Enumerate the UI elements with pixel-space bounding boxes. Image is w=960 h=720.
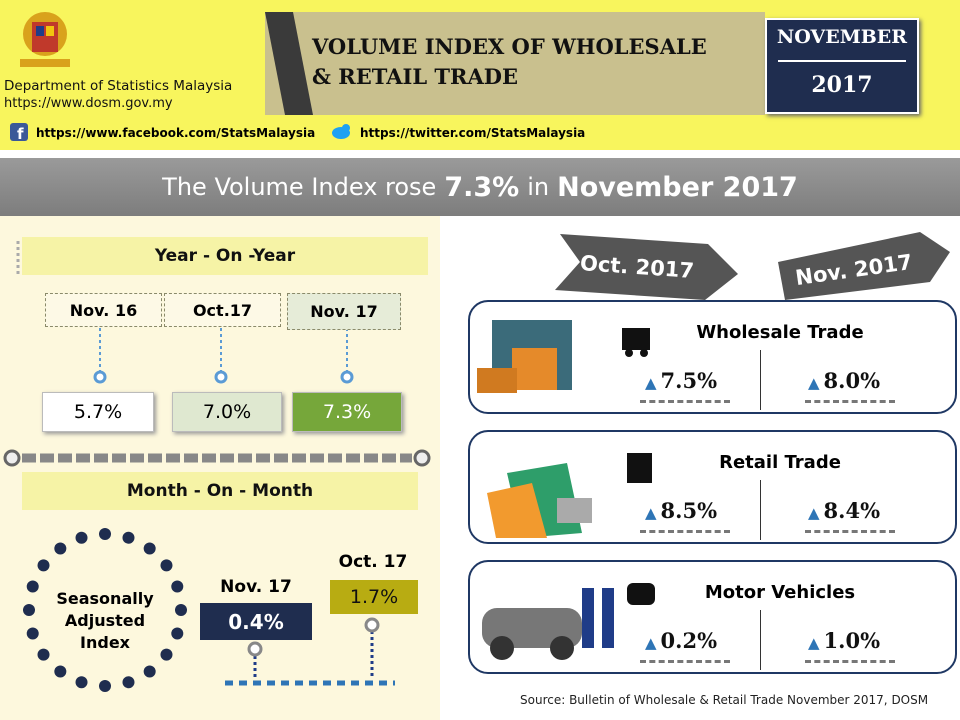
underline (640, 660, 730, 663)
section-title: Year - On -Year (22, 237, 428, 275)
ring-dot (171, 627, 184, 640)
ring-dot (54, 542, 67, 555)
sector-name: Motor Vehicles (704, 582, 856, 603)
svg-text:f: f (17, 125, 24, 143)
value-text: 7.5% (660, 368, 718, 393)
date-box (765, 18, 919, 114)
sector-illustration (477, 320, 650, 393)
headline-text: in (527, 173, 550, 201)
sector-name: Retail Trade (719, 452, 841, 473)
sector-nov-value: ▲ 8.0% (808, 368, 881, 393)
index-label: Seasonally Adjusted Index (45, 588, 165, 654)
ring-dot (23, 604, 35, 616)
period-label: Nov. 17 (287, 293, 401, 330)
facebook-link[interactable]: https://www.facebook.com/StatsMalaysia (36, 126, 316, 140)
ring-dot (143, 665, 156, 678)
mom-value: 1.7% (330, 580, 418, 614)
period-arrows (555, 232, 950, 300)
ring-dot (75, 531, 88, 544)
underline (805, 530, 895, 533)
period-label: Nov. 16 (45, 293, 162, 327)
title-line: & RETAIL TRADE (312, 64, 518, 89)
sector-oct-value: ▲ 8.5% (645, 498, 718, 523)
index-label-line: Index (80, 633, 130, 652)
sector-nov-value: ▲ 1.0% (808, 628, 881, 653)
headline-text: The Volume Index rose (162, 173, 437, 201)
section-title: Month - On - Month (22, 472, 418, 510)
underline (805, 660, 895, 663)
ring-dot (75, 676, 88, 689)
ring-dot (160, 559, 173, 572)
period-label: Oct. 17 (338, 552, 408, 572)
value-text: 8.5% (660, 498, 718, 523)
org-url[interactable]: https://www.dosm.gov.my (4, 96, 173, 111)
ring-dot (122, 676, 135, 689)
value-text: 0.2% (660, 628, 718, 653)
title-line: VOLUME INDEX OF WHOLESALE (312, 34, 707, 59)
ring-dot (26, 580, 39, 593)
ring-dot (175, 604, 187, 616)
yoy-value: 5.7% (42, 392, 154, 432)
underline (640, 400, 730, 403)
yoy-value: 7.3% (292, 392, 402, 432)
ring-dot (99, 528, 111, 540)
ring-dot (122, 531, 135, 544)
ring-dot (160, 648, 173, 661)
ring-dot (143, 542, 156, 555)
ring-dot (54, 665, 67, 678)
month: NOVEMBER (776, 26, 908, 48)
source: Source: Bulletin of Wholesale & Retail T… (520, 693, 929, 707)
sector-illustration (482, 583, 655, 660)
yoy-value: 7.0% (172, 392, 282, 432)
period-label: Oct.17 (164, 293, 281, 327)
ring-dot (37, 648, 50, 661)
twitter-link[interactable]: https://twitter.com/StatsMalaysia (360, 126, 586, 140)
facebook-icon: f (10, 123, 28, 143)
sector-nov-value: ▲ 8.4% (808, 498, 881, 523)
index-label-line: Adjusted (64, 611, 146, 630)
title-stripe (265, 12, 313, 115)
index-label-line: Seasonally (56, 589, 154, 608)
sector-oct-value: ▲ 7.5% (645, 368, 718, 393)
ring-dot (37, 559, 50, 572)
logo (20, 12, 70, 67)
value-text: 8.4% (823, 498, 881, 523)
connectors (3, 241, 431, 692)
ring-dot (99, 680, 111, 692)
mom-value: 0.4% (200, 603, 312, 640)
headline-value: 7.3% (444, 171, 520, 203)
underline (805, 400, 895, 403)
period-label: Nov. 17 (220, 577, 292, 597)
divider (760, 480, 761, 540)
headline-banner: The Volume Index rose 7.3% in November 2… (0, 158, 960, 216)
twitter-icon (332, 124, 350, 139)
value-text: 8.0% (823, 368, 881, 393)
ring-dot (26, 627, 39, 640)
divider (778, 60, 906, 62)
headline-period: November 2017 (557, 171, 798, 203)
sector-illustration (487, 453, 652, 538)
sector-oct-value: ▲ 0.2% (645, 628, 718, 653)
divider (760, 610, 761, 670)
ring-dot (171, 580, 184, 593)
divider (760, 350, 761, 410)
title-box (265, 12, 765, 115)
value-text: 1.0% (823, 628, 881, 653)
org-name: Department of Statistics Malaysia (4, 78, 233, 94)
sector-name: Wholesale Trade (696, 322, 864, 343)
year: 2017 (811, 72, 873, 98)
underline (640, 530, 730, 533)
